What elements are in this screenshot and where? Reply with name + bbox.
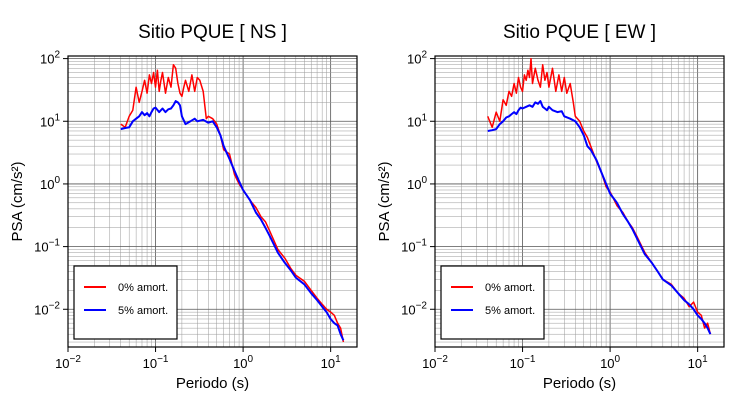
x-tick-label: 10−1 (143, 354, 169, 371)
legend-label: 0% amort. (485, 282, 535, 294)
x-tick-label: 100 (600, 354, 620, 371)
legend: 0% amort. 5% amort. (440, 265, 545, 340)
y-axis-label: PSA (cm/s²) (376, 161, 393, 241)
y-tick-label: 10−2 (401, 300, 427, 317)
x-axis-label: Periodo (s) (543, 375, 616, 392)
y-tick-label: 10−1 (34, 238, 60, 255)
chart-panel-ew: Sitio PQUE [ EW ] Periodo (s) PSA (cm/s²… (376, 22, 725, 392)
plot-frame (434, 55, 725, 348)
series-line-amort-5 (487, 100, 712, 335)
plot-frame (67, 55, 358, 348)
chart-panel-ns: Sitio PQUE [ NS ] Periodo (s) PSA (cm/s²… (9, 22, 358, 392)
x-tick-label: 10−2 (422, 354, 448, 371)
x-tick-label: 101 (688, 354, 708, 371)
series-line-amort-0 (120, 63, 345, 343)
chart-title: Sitio PQUE [ EW ] (503, 22, 656, 43)
y-tick-label: 102 (40, 50, 60, 67)
y-tick-label: 10−1 (401, 238, 427, 255)
legend-label: 0% amort. (118, 282, 168, 294)
legend-label: 5% amort. (485, 305, 535, 317)
y-tick-label: 100 (407, 175, 427, 192)
y-axis-label: PSA (cm/s²) (9, 161, 26, 241)
legend-box (440, 265, 545, 340)
legend-box (73, 265, 178, 340)
chart-title: Sitio PQUE [ NS ] (138, 22, 287, 43)
y-tick-label: 10−2 (34, 300, 60, 317)
legend-label: 5% amort. (118, 305, 168, 317)
x-axis-label: Periodo (s) (176, 375, 249, 392)
x-tick-label: 10−1 (510, 354, 536, 371)
x-tick-label: 10−2 (55, 354, 81, 371)
legend: 0% amort. 5% amort. (73, 265, 178, 340)
x-tick-label: 101 (321, 354, 341, 371)
x-tick-label: 100 (233, 354, 253, 371)
y-tick-label: 101 (407, 112, 427, 129)
y-tick-label: 102 (407, 50, 427, 67)
y-tick-label: 101 (40, 112, 60, 129)
y-tick-label: 100 (40, 175, 60, 192)
series-line-amort-5 (120, 100, 345, 341)
